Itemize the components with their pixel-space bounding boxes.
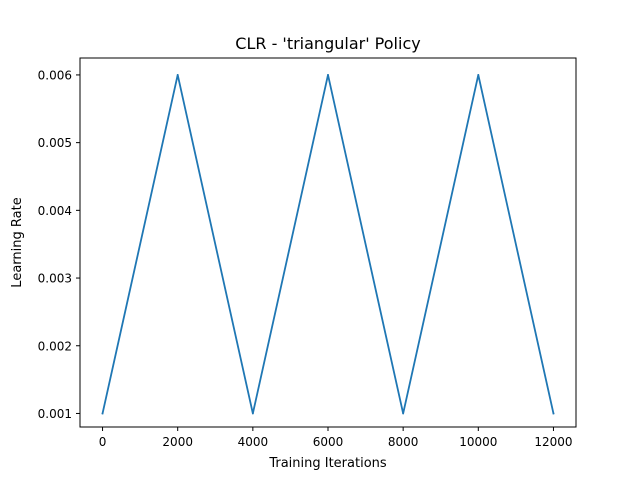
chart-title: CLR - 'triangular' Policy bbox=[235, 34, 420, 53]
series-point bbox=[552, 412, 555, 415]
x-tick-label: 8000 bbox=[388, 435, 419, 449]
y-tick-label: 0.005 bbox=[38, 136, 72, 150]
series-point bbox=[402, 412, 405, 415]
series-point bbox=[176, 74, 179, 76]
series-point bbox=[101, 412, 104, 415]
series-point bbox=[477, 74, 480, 76]
x-tick-label: 10000 bbox=[459, 435, 497, 449]
x-tick-label: 6000 bbox=[313, 435, 344, 449]
plot-frame bbox=[79, 57, 577, 428]
y-tick-label: 0.003 bbox=[38, 272, 72, 286]
series-point bbox=[251, 412, 254, 415]
x-tick-label: 2000 bbox=[162, 435, 193, 449]
y-tick-label: 0.006 bbox=[38, 68, 72, 82]
series-layer bbox=[101, 74, 555, 415]
y-tick-label: 0.001 bbox=[38, 407, 72, 421]
y-tick-label: 0.004 bbox=[38, 204, 72, 218]
x-tick-label: 12000 bbox=[534, 435, 572, 449]
plot-area bbox=[80, 58, 576, 427]
x-tick-label: 4000 bbox=[238, 435, 269, 449]
y-tick-label: 0.002 bbox=[38, 339, 72, 353]
x-axis-label: Training Iterations bbox=[268, 456, 387, 471]
x-axis-ticks: 0 2000 4000 6000 8000 10000 12000 bbox=[99, 427, 573, 449]
y-axis-ticks: 0.001 0.002 0.003 0.004 0.005 0.006 bbox=[38, 68, 80, 421]
x-tick-label: 0 bbox=[99, 435, 107, 449]
y-axis-label: Learning Rate bbox=[10, 197, 25, 287]
series-point bbox=[327, 74, 329, 76]
